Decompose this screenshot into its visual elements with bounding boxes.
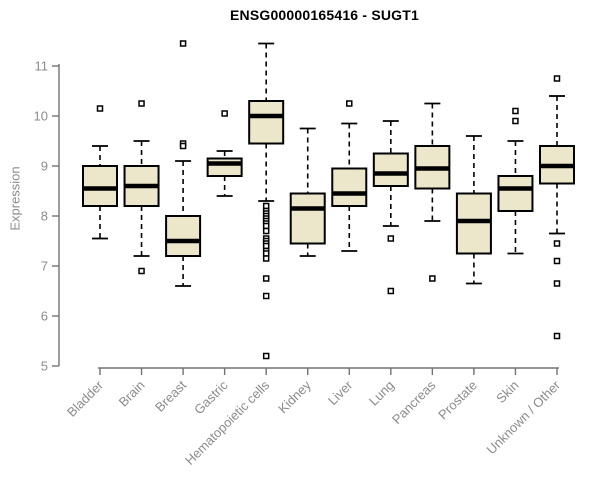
iqr-box: [248, 100, 285, 145]
outlier-point: [262, 352, 270, 360]
chart-title: ENSG00000165416 - SUGT1: [229, 7, 420, 23]
outlier-point: [387, 287, 395, 295]
iqr-box: [82, 165, 118, 207]
outlier-point: [346, 100, 353, 107]
x-category-label: Lung: [366, 378, 397, 409]
x-category-label: Kidney: [275, 377, 314, 416]
outlier-point: [387, 235, 395, 242]
outlier-point: [429, 275, 436, 282]
x-category-label: Unknown / Other: [484, 377, 564, 457]
y-tick-label: 11: [35, 59, 49, 74]
x-category-label: Breast: [152, 377, 189, 414]
outlier-point: [512, 117, 519, 125]
y-tick-label: 8: [41, 209, 48, 224]
box-liver: [331, 100, 368, 252]
box-prostate: [455, 135, 492, 285]
outlier-point: [138, 100, 145, 107]
x-category-label: Prostate: [435, 378, 480, 423]
x-category-label: Pancreas: [389, 377, 439, 427]
box-lung: [372, 120, 409, 295]
x-category-label: Gastric: [191, 377, 231, 417]
outlier-point: [179, 142, 187, 150]
y-axis: 5 6 7 8 9 10 11: [34, 59, 60, 374]
box-breast: [165, 40, 202, 287]
y-tick-label: 7: [41, 259, 48, 274]
box-pancreas: [414, 102, 451, 282]
box-bladder: [82, 105, 118, 240]
iqr-box: [455, 192, 492, 255]
outlier-point: [512, 107, 519, 115]
x-category-label: Skin: [493, 378, 521, 406]
outlier-point: [96, 105, 104, 112]
iqr-box: [497, 175, 534, 212]
outlier-point: [553, 332, 561, 340]
box-kidney: [289, 127, 326, 257]
y-tick-label: 5: [41, 359, 48, 374]
outlier-point: [179, 40, 187, 47]
outlier-point: [553, 280, 561, 287]
outlier-point: [262, 255, 270, 262]
outlier-point: [262, 292, 270, 300]
outlier-point: [138, 267, 145, 275]
y-tick-label: 9: [41, 159, 48, 174]
outlier-point: [262, 227, 270, 235]
iqr-box: [372, 152, 409, 187]
outlier-point: [553, 75, 561, 82]
box-brain: [123, 100, 160, 275]
iqr-box: [165, 215, 202, 257]
y-tick-label: 6: [41, 309, 48, 324]
iqr-box: [206, 157, 243, 177]
x-category-label: Brain: [116, 378, 148, 410]
box-hematopoietic-cells: [248, 42, 285, 360]
y-tick-label: 10: [34, 109, 48, 124]
iqr-box: [331, 167, 368, 207]
x-category-label: Bladder: [64, 377, 107, 420]
outlier-point: [262, 275, 270, 282]
box-skin: [497, 107, 534, 255]
outlier-point: [221, 110, 228, 117]
iqr-box: [289, 192, 326, 245]
x-category-label: Liver: [325, 377, 356, 408]
outlier-point: [553, 240, 561, 247]
box-gastric: [206, 110, 243, 197]
box-unknown-other: [539, 75, 575, 340]
y-axis-label: Expression: [7, 166, 23, 231]
outlier-point: [553, 257, 561, 265]
